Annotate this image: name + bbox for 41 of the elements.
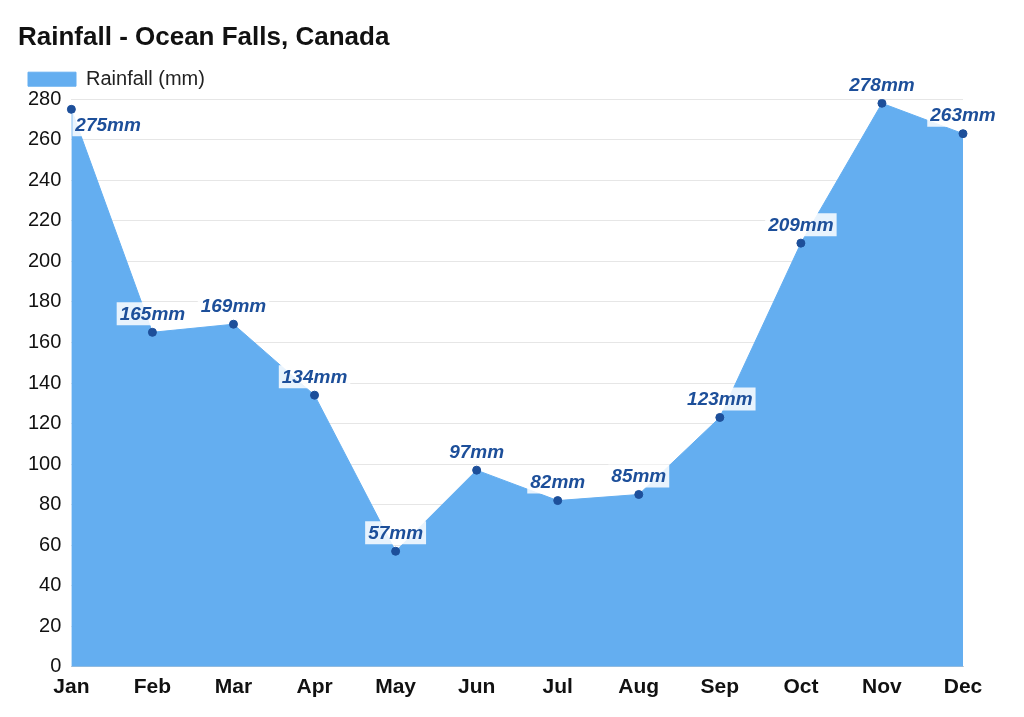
y-tick-label: 80: [39, 492, 62, 515]
y-tick-label: 160: [27, 329, 62, 352]
y-tick-label: 200: [27, 248, 62, 271]
x-tick-label: Dec: [943, 674, 983, 698]
data-label: 82mm: [530, 471, 586, 493]
y-tick-label: 140: [27, 370, 62, 393]
x-tick-label: Jun: [457, 674, 496, 698]
y-tick-label: 280: [27, 86, 62, 109]
x-tick-label: Oct: [783, 674, 819, 698]
data-label: 123mm: [687, 388, 753, 410]
y-tick-label: 60: [39, 532, 62, 555]
chart-title: Rainfall - Ocean Falls, Canada: [18, 20, 390, 51]
data-label: 209mm: [767, 213, 834, 235]
data-label: 278mm: [848, 73, 915, 95]
y-tick-label: 180: [27, 289, 62, 312]
data-label: 169mm: [200, 294, 267, 316]
y-tick-label: 120: [27, 411, 62, 434]
y-tick-label: 40: [39, 573, 62, 596]
data-label: 57mm: [368, 521, 424, 543]
data-label: 263mm: [929, 104, 996, 126]
data-label: 165mm: [119, 303, 186, 325]
x-tick-label: Jan: [53, 674, 90, 698]
x-tick-label: Mar: [214, 674, 253, 698]
x-tick-label: Sep: [700, 674, 740, 698]
y-tick-label: 100: [27, 451, 62, 474]
x-tick-label: Jul: [542, 674, 573, 698]
y-tick-label: 220: [27, 208, 62, 231]
data-label: 85mm: [611, 465, 667, 487]
data-label: 275mm: [74, 114, 141, 136]
data-label: 97mm: [449, 440, 505, 462]
x-tick-label: Feb: [133, 674, 172, 698]
x-tick-label: Aug: [618, 674, 660, 698]
y-tick-label: 260: [27, 127, 62, 150]
y-tick-label: 0: [50, 654, 62, 677]
x-tick-label: May: [375, 674, 417, 698]
legend-label: Rainfall (mm): [86, 66, 205, 89]
x-tick-label: Apr: [296, 674, 333, 698]
data-label: 134mm: [281, 365, 348, 387]
y-tick-label: 240: [27, 167, 62, 190]
x-tick-label: Nov: [862, 674, 903, 698]
y-tick-label: 20: [39, 613, 62, 636]
